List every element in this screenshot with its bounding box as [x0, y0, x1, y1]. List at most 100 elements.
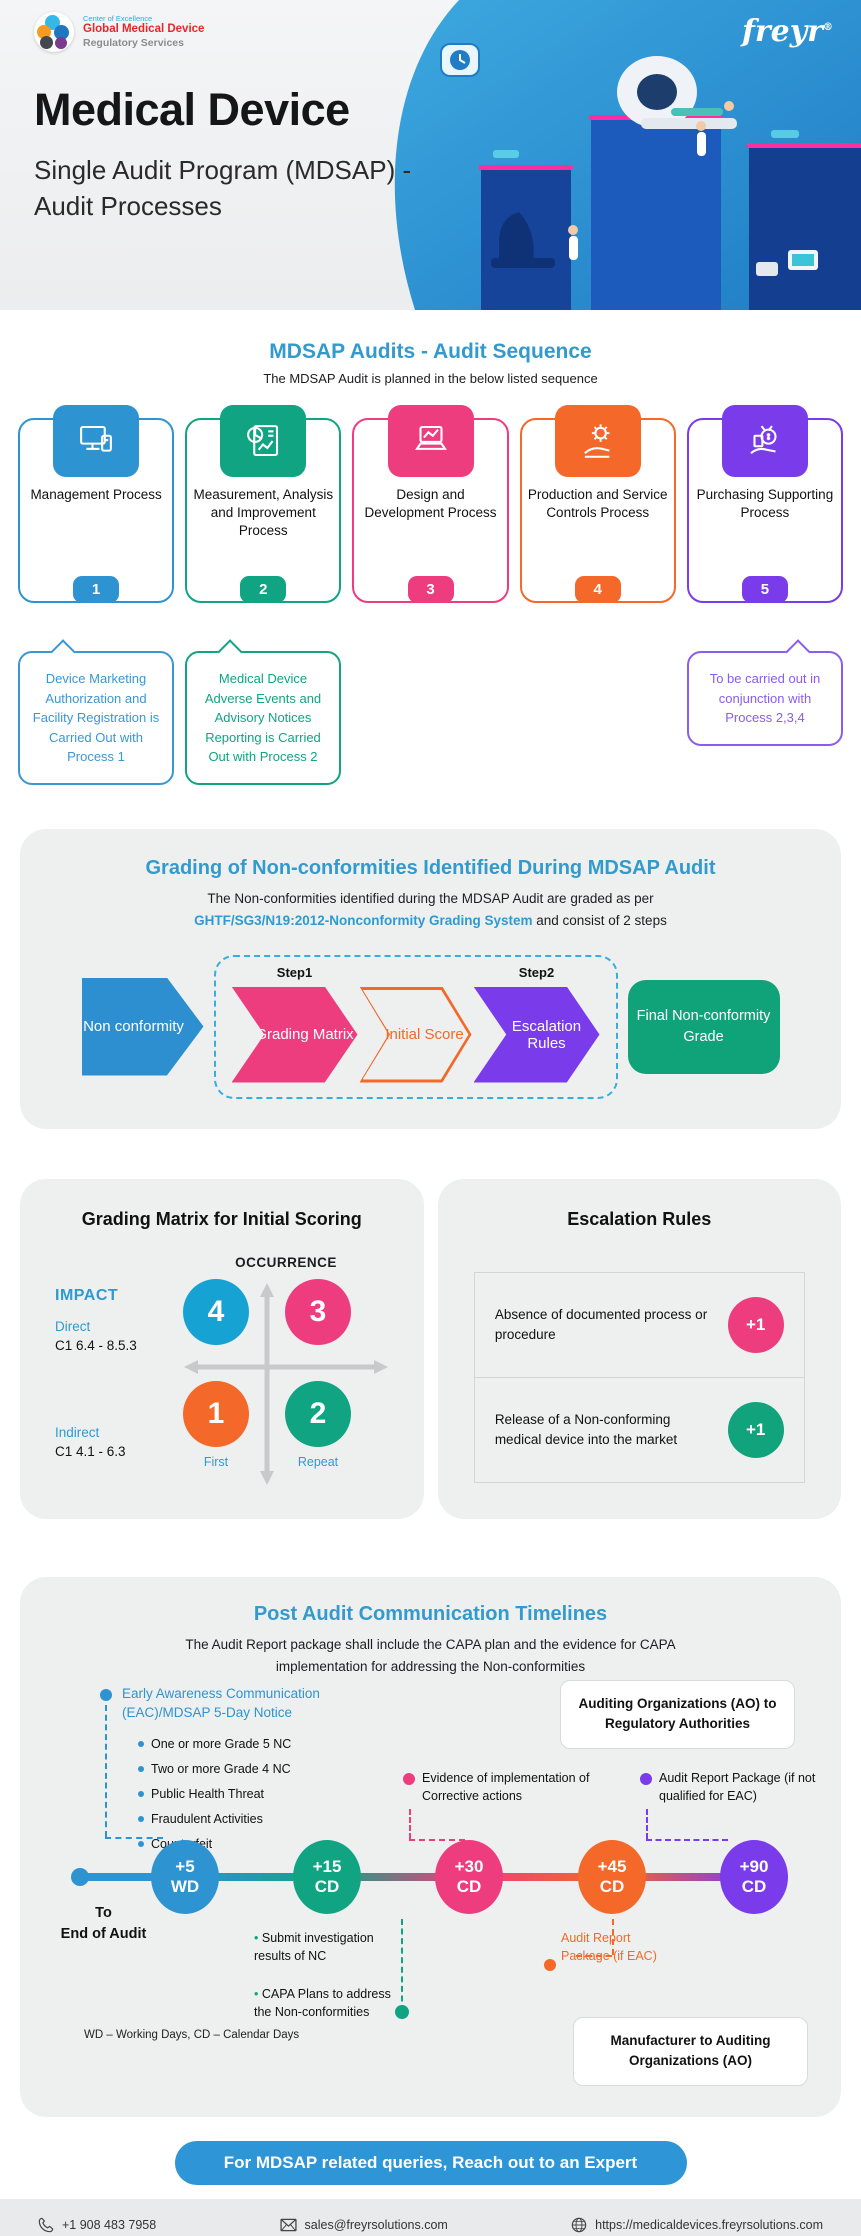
- money-hand-icon: [750, 425, 777, 455]
- eac-bullet: One or more Grade 5 NC: [138, 1737, 291, 1751]
- escalation-heading: Escalation Rules: [567, 1209, 712, 1229]
- process-card-number: 1: [73, 576, 120, 603]
- globe-icon: [571, 2217, 587, 2232]
- escalation-rules-panel: Escalation Rules Absence of documented p…: [437, 1179, 841, 1519]
- grading-heading: Grading of Non-conformities Identified D…: [145, 857, 716, 879]
- report-eac-connector: [612, 1919, 614, 1955]
- sequence-subheading: The MDSAP Audit is planned in the below …: [263, 371, 598, 386]
- flow-step2: Step2 Escalation Rules: [473, 964, 600, 1083]
- flow-step1: Step1 Grading Matrix: [231, 964, 358, 1083]
- grading-subtext-line1: The Non-conformities identified during t…: [207, 891, 654, 906]
- impact-label: IMPACT: [55, 1287, 119, 1304]
- milestone-value: +30: [454, 1856, 484, 1876]
- eac-bullet-list: One or more Grade 5 NC Two or more Grade…: [138, 1737, 291, 1862]
- footer-email-text: sales@freyrsolutions.com: [304, 2217, 448, 2232]
- report-eac-dot: [544, 1959, 556, 1971]
- step1-label: Step1: [276, 964, 313, 980]
- repeat-label: Repeat: [297, 1455, 339, 1469]
- footer-website-text: https://medicaldevices.freyrsolutions.co…: [595, 2217, 823, 2232]
- escalation-rule-row: Release of a Non-conforming medical devi…: [474, 1377, 804, 1482]
- coe-logo: Center of Excellence Global Medical Devi…: [34, 12, 204, 52]
- card-tab: [554, 405, 641, 477]
- sequence-heading: MDSAP Audits - Audit Sequence: [269, 340, 592, 363]
- report-chart-icon: [247, 425, 279, 457]
- page-subtitle-line2: Audit Processes: [34, 191, 222, 222]
- flow-nonconformity-arrow: Non conformity: [81, 977, 204, 1076]
- milestone-plus5-wd: +5 WD: [151, 1840, 219, 1914]
- laptop-chart-icon: [414, 425, 447, 450]
- timeline-section: Post Audit Communication Timelines The A…: [20, 1577, 841, 2117]
- timeline-legend: WD – Working Days, CD – Calendar Days: [84, 2029, 300, 2041]
- milestone-unit: CD: [456, 1877, 482, 1896]
- occurrence-label: OCCURRENCE: [235, 1255, 337, 1270]
- card-tab: [220, 405, 307, 477]
- process-card-production: Production and Service Controls Process …: [519, 405, 676, 603]
- matrix-escalation-row: Grading Matrix for Initial Scoring OCCUR…: [20, 1179, 841, 1519]
- coe-logo-icon: [34, 12, 74, 52]
- process-card-number: 2: [240, 576, 287, 603]
- footer-phone[interactable]: +1 908 483 7958: [38, 2217, 156, 2233]
- note-process-1: Device Marketing Authorization and Facil…: [18, 651, 174, 785]
- milestone-plus30-cd: +30 CD: [435, 1840, 503, 1914]
- grading-system-link[interactable]: GHTF/SG3/N19:2012-Nonconformity Grading …: [194, 913, 533, 929]
- process-card-title: Production and Service Controls Process: [527, 487, 668, 520]
- escalation-rules-arrow: Escalation Rules: [473, 986, 600, 1083]
- escalation-rule-text: Absence of documented process or procedu…: [494, 1306, 708, 1342]
- coe-tagline: Center of Excellence: [83, 14, 153, 24]
- timeline-subtext-line1: The Audit Report package shall include t…: [185, 1637, 676, 1652]
- report-eac-line2: Package (if EAC): [561, 1949, 657, 1964]
- footer-website[interactable]: https://medicaldevices.freyrsolutions.co…: [571, 2217, 823, 2233]
- eac-bullet: Two or more Grade 4 NC: [138, 1762, 291, 1776]
- footer-phone-text: +1 908 483 7958: [62, 2217, 157, 2232]
- step2-label: Step2: [518, 964, 555, 980]
- header: freyr® Center of Excellence Global Medic…: [0, 0, 861, 310]
- indirect-range: C1 4.1 - 6.3: [55, 1444, 126, 1459]
- page-subtitle: Single Audit Program (MDSAP) - Audit Pro…: [34, 152, 411, 225]
- final-grade-box: Final Non-conformity Grade: [627, 979, 780, 1074]
- escalation-plus1-badge: +1: [727, 1402, 784, 1458]
- evidence-dot: [403, 1773, 415, 1785]
- timeline-subtext: The Audit Report package shall include t…: [20, 1634, 841, 1677]
- escalation-rule-row: Absence of documented process or procedu…: [475, 1273, 804, 1377]
- eac-bullet: Public Health Threat: [138, 1787, 291, 1801]
- escalation-rule-text: Release of a Non-conforming medical devi…: [494, 1411, 678, 1447]
- eac-note: Early Awareness Communication (EAC)/MDSA…: [122, 1686, 320, 1720]
- brand-name: Global Medical Device: [83, 23, 205, 36]
- impact-block: IMPACT Direct C1 6.4 - 8.5.3: [55, 1287, 137, 1353]
- timeline-subtext-line2: implementation for addressing the Non-co…: [275, 1658, 586, 1674]
- expert-cta-button[interactable]: For MDSAP related queries, Reach out to …: [174, 2141, 687, 2185]
- process-card-number: 3: [407, 576, 454, 603]
- ao-to-regulators-box: Auditing Organizations (AO) to Regulator…: [560, 1680, 795, 1749]
- milestone-unit: WD: [170, 1877, 200, 1896]
- initial-score-arrow: Initial Score: [359, 986, 472, 1083]
- flow-steps-box: Step1 Grading Matrix Initial Score Step2…: [213, 954, 618, 1099]
- quadrant-score-2: 2: [285, 1381, 351, 1447]
- phone-icon: [38, 2217, 54, 2232]
- milestone-value: +5: [175, 1856, 195, 1876]
- direct-range: C1 6.4 - 8.5.3: [55, 1338, 137, 1353]
- email-icon: [279, 2218, 297, 2231]
- timeline-start-label: To End of Audit: [46, 1903, 161, 1945]
- footer-email[interactable]: sales@freyrsolutions.com: [279, 2217, 448, 2232]
- grading-section: Grading of Non-conformities Identified D…: [20, 829, 841, 1129]
- axes-arrows-icon: [184, 1283, 388, 1485]
- evidence-note: Evidence of implementation of Corrective…: [422, 1771, 590, 1804]
- milestone-value: +45: [597, 1856, 627, 1876]
- eac-connector: [105, 1705, 107, 1837]
- milestone-plus45-cd: +45 CD: [578, 1840, 646, 1914]
- timeline-segment: [469, 1873, 612, 1881]
- capa-dot: [395, 2005, 409, 2019]
- milestone-plus15-cd: +15 CD: [293, 1840, 361, 1914]
- brand-subname: Regulatory Services: [83, 37, 184, 50]
- flow-initial-score: Initial Score: [359, 965, 472, 1083]
- page-title: Medical Device: [34, 84, 350, 135]
- timeline-segment: [80, 1873, 185, 1881]
- process-card-management: Management Process 1: [18, 405, 175, 603]
- page-subtitle-line1: Single Audit Program (MDSAP) -: [34, 155, 412, 185]
- process-card-title: Management Process: [30, 487, 162, 502]
- eac-dot: [100, 1689, 112, 1701]
- milestone-unit: CD: [741, 1877, 767, 1896]
- process-cards: Management Process 1 Measurement, Analys…: [0, 405, 861, 603]
- report-eac-connector: [576, 1955, 612, 1957]
